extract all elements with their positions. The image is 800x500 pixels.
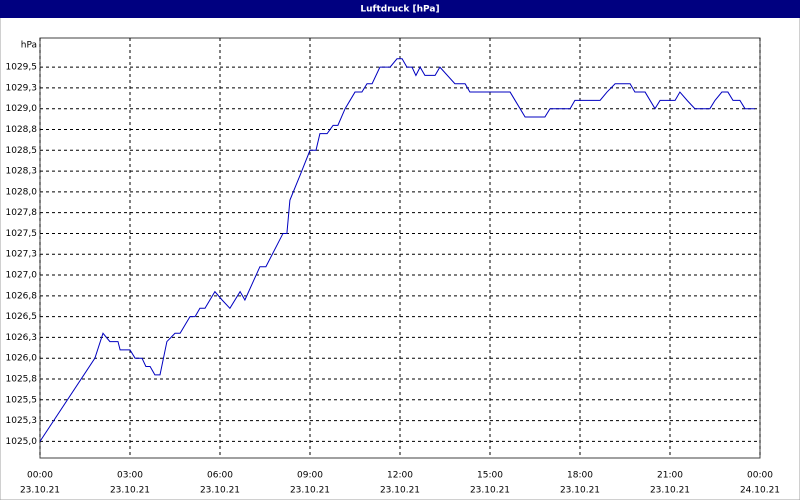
x-tick-label: 09:00 [297, 471, 323, 481]
y-tick-label: 1027,5 [6, 229, 38, 239]
chart-title: Luftdruck [hPa] [360, 5, 439, 15]
y-tick-label: 1028,8 [6, 125, 38, 135]
y-tick-label: 1026,8 [6, 291, 38, 301]
y-tick-label: 1028,0 [6, 187, 38, 197]
x-tick-label: 12:00 [387, 471, 413, 481]
x-tick-label: 18:00 [567, 471, 593, 481]
x-tick-label: 00:00 [747, 471, 773, 481]
x-tick-date: 24.10.21 [740, 486, 780, 496]
data-line [39, 58, 755, 442]
x-tick-date: 23.10.21 [470, 486, 510, 496]
y-tick-label: 1029,5 [6, 63, 38, 73]
y-tick-label: 1028,5 [6, 146, 38, 156]
x-tick-date: 23.10.21 [20, 486, 60, 496]
y-tick-label: 1026,5 [6, 312, 38, 322]
y-tick-label: 1025,8 [6, 374, 38, 384]
x-tick-label: 03:00 [117, 471, 143, 481]
x-tick-date: 23.10.21 [200, 486, 240, 496]
y-tick-label: 1029,3 [6, 83, 38, 93]
y-tick-label: 1025,5 [6, 395, 38, 405]
y-tick-label: 1025,3 [6, 416, 38, 426]
y-unit: hPa [21, 41, 37, 51]
title-bar [0, 0, 800, 18]
y-tick-label: 1027,8 [6, 208, 38, 218]
y-tick-label: 1027,3 [6, 250, 38, 260]
x-tick-label: 15:00 [477, 471, 503, 481]
x-tick-label: 00:00 [27, 471, 53, 481]
y-tick-label: 1025,0 [6, 437, 38, 447]
y-tick-label: 1028,3 [6, 167, 38, 177]
x-tick-label: 06:00 [207, 471, 233, 481]
y-tick-label: 1029,0 [6, 104, 38, 114]
x-tick-date: 23.10.21 [650, 486, 690, 496]
y-tick-label: 1026,3 [6, 333, 38, 343]
x-tick-date: 23.10.21 [290, 486, 330, 496]
x-tick-date: 23.10.21 [560, 486, 600, 496]
y-tick-label: 1027,0 [6, 271, 38, 281]
x-tick-date: 23.10.21 [380, 486, 420, 496]
x-tick-label: 21:00 [657, 471, 683, 481]
y-tick-label: 1026,0 [6, 354, 38, 364]
x-tick-date: 23.10.21 [110, 486, 150, 496]
